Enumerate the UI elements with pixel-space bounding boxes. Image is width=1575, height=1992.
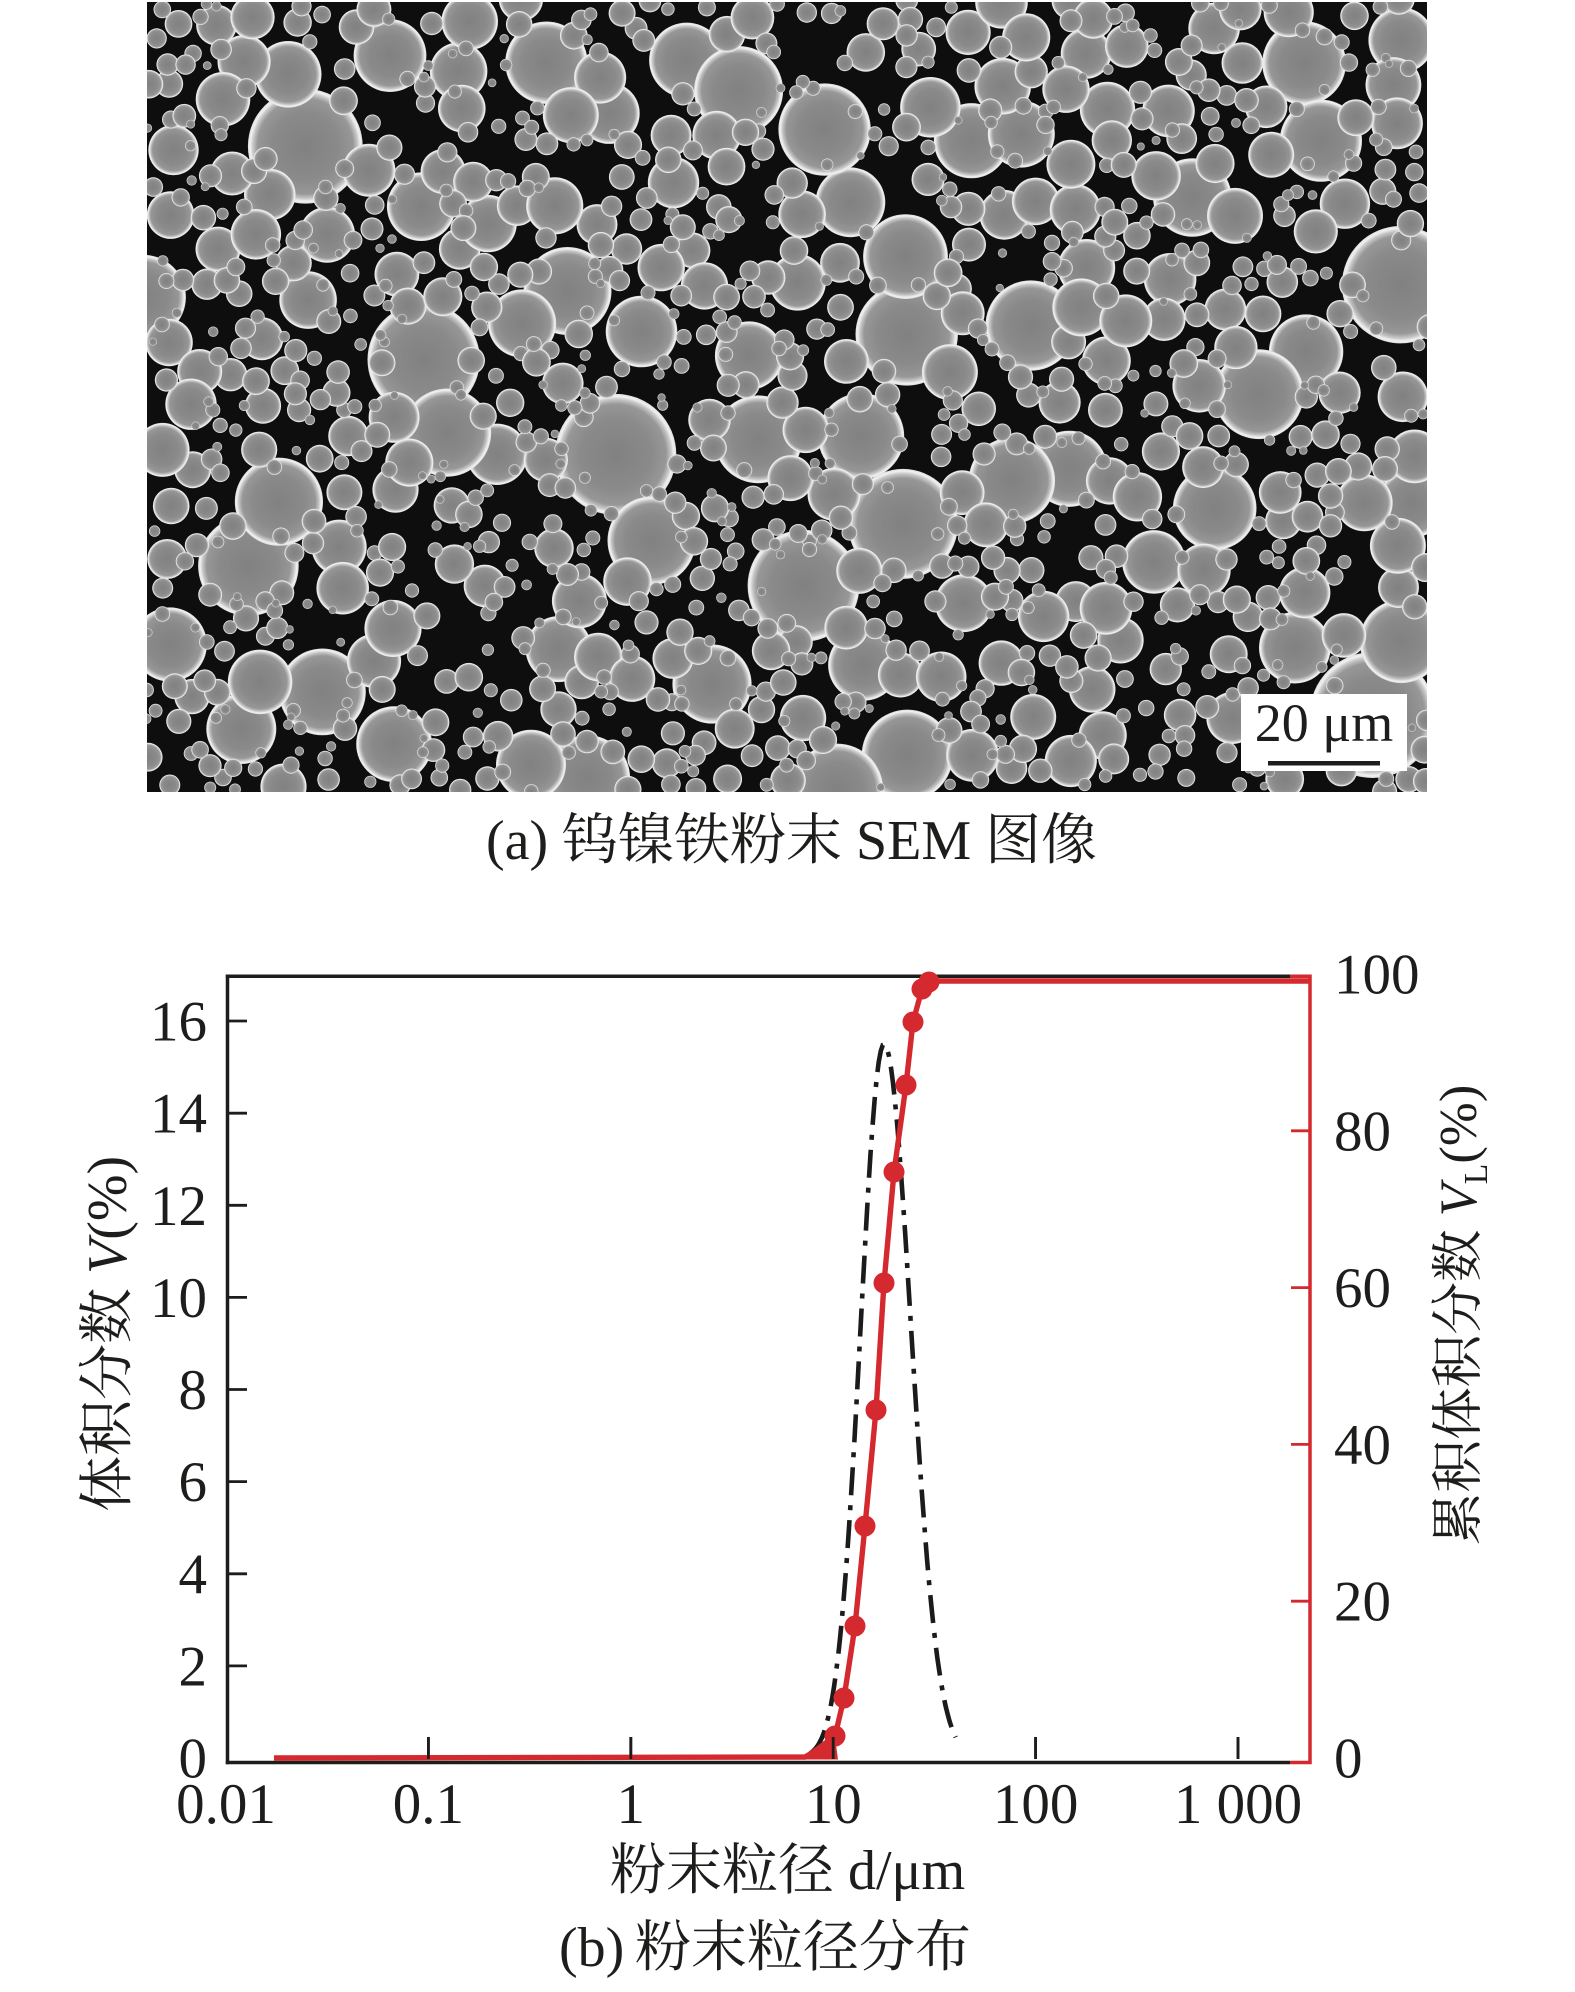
svg-text:(a): (a): [486, 810, 548, 872]
svg-text:100: 100: [1334, 944, 1420, 1007]
svg-text:0.1: 0.1: [393, 1773, 464, 1836]
svg-text:V(%): V(%): [77, 1156, 139, 1274]
svg-text:16: 16: [150, 991, 207, 1054]
svg-text:20 μm: 20 μm: [1255, 693, 1393, 753]
svg-text:(%): (%): [1430, 1085, 1488, 1164]
svg-text:1: 1: [617, 1773, 646, 1836]
svg-text:4: 4: [179, 1543, 208, 1606]
svg-text:10: 10: [805, 1773, 862, 1836]
svg-text:80: 80: [1334, 1100, 1391, 1163]
svg-text:100: 100: [993, 1773, 1079, 1836]
svg-text:0.01: 0.01: [176, 1773, 276, 1836]
svg-text:8: 8: [179, 1359, 208, 1422]
svg-text:V: V: [1430, 1178, 1488, 1216]
svg-text:60: 60: [1334, 1257, 1391, 1320]
svg-text:d/μm: d/μm: [848, 1840, 965, 1902]
svg-text:12: 12: [150, 1175, 207, 1238]
svg-text:6: 6: [179, 1451, 208, 1514]
svg-text:0: 0: [1334, 1728, 1363, 1791]
svg-text:20: 20: [1334, 1571, 1391, 1634]
svg-text:2: 2: [179, 1635, 208, 1698]
svg-text:SEM: SEM: [856, 810, 971, 872]
svg-text:0: 0: [179, 1728, 208, 1791]
svg-text:L: L: [1458, 1164, 1495, 1185]
svg-text:40: 40: [1334, 1414, 1391, 1477]
svg-text:14: 14: [150, 1083, 207, 1146]
svg-text:1 000: 1 000: [1174, 1773, 1302, 1836]
svg-text:10: 10: [150, 1267, 207, 1330]
svg-text:(b): (b): [559, 1917, 624, 1979]
